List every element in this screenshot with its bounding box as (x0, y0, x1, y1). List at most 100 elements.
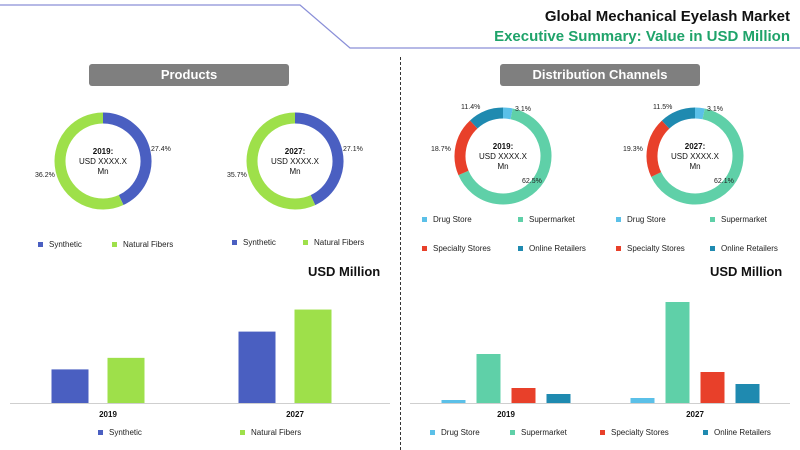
legend-item-specialty-stores: Specialty Stores (600, 428, 669, 437)
donut-slice-supermarket (458, 108, 552, 205)
legend-swatch (422, 217, 427, 223)
legend-label: Natural Fibers (251, 428, 302, 437)
data-label: 3.1% (707, 106, 723, 113)
legend-item-synthetic: Synthetic (98, 428, 142, 437)
data-label: 3.1% (515, 106, 531, 113)
distribution-section-header: Distribution Channels (500, 64, 700, 86)
legend-label: Online Retailers (529, 244, 586, 253)
page-title: Global Mechanical Eyelash Market (544, 8, 790, 25)
legend-item-drug-store: Drug Store (430, 428, 480, 437)
data-label: 36.2% (35, 172, 55, 179)
bar-supermarket-2027 (665, 302, 690, 403)
donut-center-label: 2019: USD XXXX.X Mn (463, 142, 543, 172)
data-label: 11.4% (461, 104, 481, 111)
data-label: 62.1% (714, 178, 734, 185)
data-label: 19.3% (623, 146, 643, 153)
data-label: 27.1% (343, 146, 363, 153)
donut-center-value: USD XXXX.X (270, 157, 319, 166)
distribution-bar-chart (410, 302, 790, 404)
legend-swatch (518, 217, 523, 223)
legend-item-supermarket: Supermarket (510, 428, 567, 437)
donut-center-unit: Mn (689, 162, 701, 171)
bar-natural-fibers-2019 (107, 357, 145, 403)
legend-label: Supermarket (521, 428, 567, 437)
legend-item-natural-fibers: Natural Fibers (112, 240, 173, 249)
data-label: 11.5% (653, 104, 673, 111)
bar-specialty-stores-2027 (700, 372, 725, 403)
products-bar-chart (10, 309, 390, 404)
legend-item-natural-fibers: Natural Fibers (303, 238, 364, 247)
products-section-header: Products (89, 64, 289, 86)
legend-swatch (600, 430, 605, 436)
x-axis-tick-label: 2019 (99, 410, 117, 419)
donut-slice-specialty-stores (454, 120, 478, 176)
legend-label: Natural Fibers (314, 238, 365, 247)
donut-slice-drug-store (502, 107, 513, 120)
legend-item-natural-fibers: Natural Fibers (240, 428, 301, 437)
header-decoration (0, 4, 800, 49)
legend-item-specialty-stores: Specialty Stores (422, 244, 491, 253)
legend-item-synthetic: Synthetic (232, 238, 276, 247)
donut-center-year: 2027: (284, 147, 306, 156)
legend-item-online-retailers: Online Retailers (518, 244, 586, 253)
data-label: 27.4% (151, 146, 171, 153)
donut-center-label: 2019: USD XXXX.X Mn (63, 147, 143, 177)
donut-products-2027 (246, 112, 344, 210)
donut-center-year: 2019: (492, 142, 514, 151)
legend-label: Natural Fibers (123, 240, 174, 249)
unit-label: USD Million (710, 264, 783, 279)
donut-distribution-2019 (454, 107, 552, 205)
legend-label: Online Retailers (721, 244, 778, 253)
data-label: 62.5% (522, 178, 542, 185)
legend-item-drug-store: Drug Store (422, 215, 472, 224)
donut-center-value: USD XXXX.X (478, 152, 527, 161)
legend-swatch (616, 217, 621, 223)
legend-swatch (616, 246, 621, 252)
legend-label: Synthetic (49, 240, 82, 249)
legend-swatch (422, 246, 427, 252)
section-divider (400, 57, 401, 450)
legend-label: Specialty Stores (433, 244, 491, 253)
donut-slice-natural-fibers (246, 112, 316, 210)
bar-online-retailers-2027 (735, 384, 760, 403)
legend-item-drug-store: Drug Store (616, 215, 666, 224)
bar-online-retailers-2019 (546, 394, 571, 403)
legend-swatch (703, 430, 708, 436)
donut-center-year: 2027: (684, 142, 706, 151)
donut-center-label: 2027: USD XXXX.X Mn (655, 142, 735, 172)
legend-label: Supermarket (721, 215, 767, 224)
bar-synthetic-2019 (51, 369, 89, 403)
legend-swatch (303, 240, 308, 246)
donut-products-2019 (54, 112, 152, 210)
donut-center-year: 2019: (92, 147, 114, 156)
legend-swatch (510, 430, 515, 436)
donut-center-label: 2027: USD XXXX.X Mn (255, 147, 335, 177)
donut-center-value: USD XXXX.X (78, 157, 127, 166)
bar-supermarket-2019 (476, 354, 501, 403)
x-axis-tick-label: 2019 (497, 410, 515, 419)
legend-swatch (710, 217, 715, 223)
x-axis-tick-label: 2027 (286, 410, 304, 419)
legend-label: Specialty Stores (627, 244, 685, 253)
legend-item-synthetic: Synthetic (38, 240, 82, 249)
legend-swatch (430, 430, 435, 436)
bar-drug-store-2019 (441, 400, 466, 403)
donut-slice-online-retailers (469, 107, 504, 129)
donut-slice-synthetic (294, 112, 344, 206)
legend-item-online-retailers: Online Retailers (710, 244, 778, 253)
bar-synthetic-2027 (238, 331, 276, 403)
donut-slice-supermarket (651, 108, 744, 205)
legend-label: Supermarket (529, 215, 575, 224)
legend-swatch (232, 240, 237, 246)
donut-slice-online-retailers (661, 107, 696, 129)
unit-label: USD Million (308, 264, 381, 279)
legend-label: Online Retailers (714, 428, 771, 437)
page-subtitle: Executive Summary: Value in USD Million (494, 28, 790, 45)
legend-label: Drug Store (441, 428, 480, 437)
legend-swatch (240, 430, 245, 436)
legend-label: Specialty Stores (611, 428, 669, 437)
legend-swatch (518, 246, 523, 252)
donut-center-value: USD XXXX.X (670, 152, 719, 161)
donut-distribution-2027 (646, 107, 744, 205)
legend-item-supermarket: Supermarket (710, 215, 767, 224)
